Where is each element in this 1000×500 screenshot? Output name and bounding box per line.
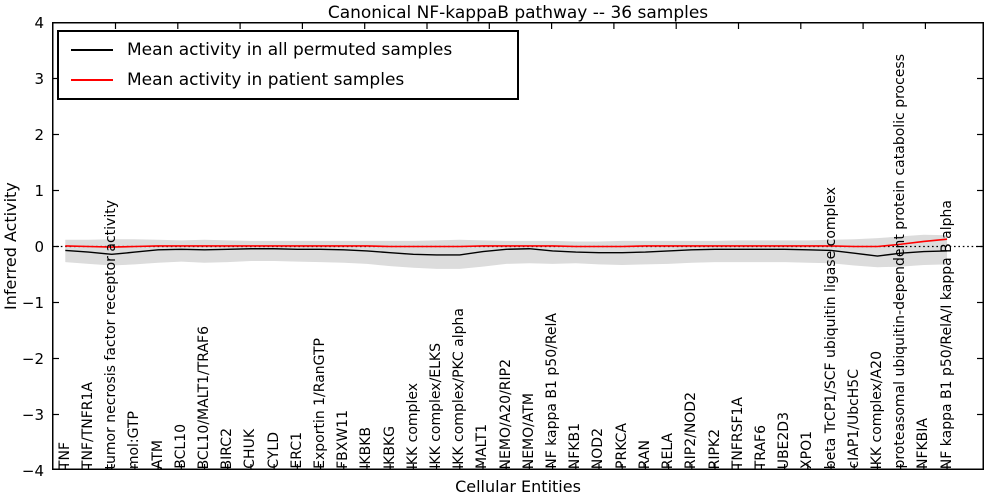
legend-line-sample-red bbox=[71, 79, 113, 81]
y-tick-label: −1 bbox=[21, 293, 44, 312]
plot-frame bbox=[52, 22, 984, 470]
y-tick-label: 4 bbox=[34, 13, 44, 32]
legend-line-sample-black bbox=[71, 49, 113, 51]
y-tick-label: 1 bbox=[34, 181, 44, 200]
y-tick-label: 2 bbox=[34, 125, 44, 144]
y-tick-label: −2 bbox=[21, 349, 44, 368]
legend-label-patient: Mean activity in patient samples bbox=[127, 70, 405, 90]
y-tick-label: −3 bbox=[21, 405, 44, 424]
legend: Mean activity in all permuted samples Me… bbox=[57, 30, 519, 100]
patient-mean-line bbox=[65, 238, 948, 248]
permuted-mean-line bbox=[65, 248, 948, 257]
y-tick-label: 3 bbox=[34, 69, 44, 88]
chart-title: Canonical NF-kappaB pathway -- 36 sample… bbox=[327, 3, 709, 23]
x-axis-label: Cellular Entities bbox=[455, 477, 581, 496]
y-tick-label: −4 bbox=[21, 461, 44, 480]
chart-plot bbox=[52, 22, 984, 470]
permutation-band bbox=[65, 234, 948, 269]
legend-item-permuted: Mean activity in all permuted samples bbox=[59, 35, 517, 65]
legend-item-patient: Mean activity in patient samples bbox=[59, 65, 517, 95]
plot-area bbox=[52, 22, 984, 470]
legend-label-permuted: Mean activity in all permuted samples bbox=[127, 40, 453, 60]
y-tick-label: 0 bbox=[34, 237, 44, 256]
